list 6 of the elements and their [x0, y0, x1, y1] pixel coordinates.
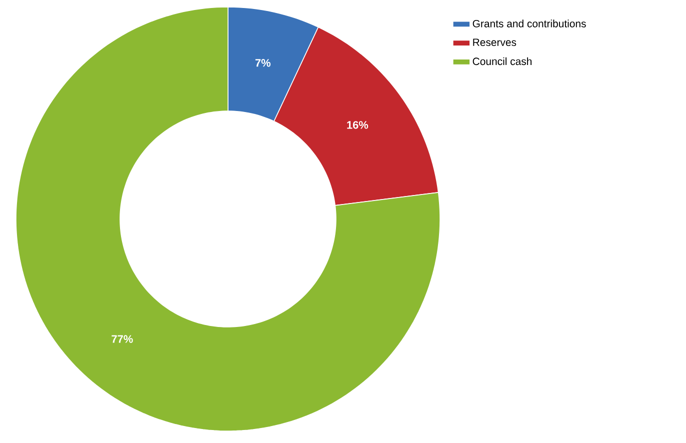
legend-label: Grants and contributions — [472, 20, 586, 28]
data-label: 77% — [112, 335, 133, 343]
data-label: 7% — [255, 58, 271, 67]
legend-label: Reserves — [473, 38, 516, 46]
data-label: 16% — [347, 121, 368, 129]
legend-label: Council cash — [472, 57, 532, 66]
